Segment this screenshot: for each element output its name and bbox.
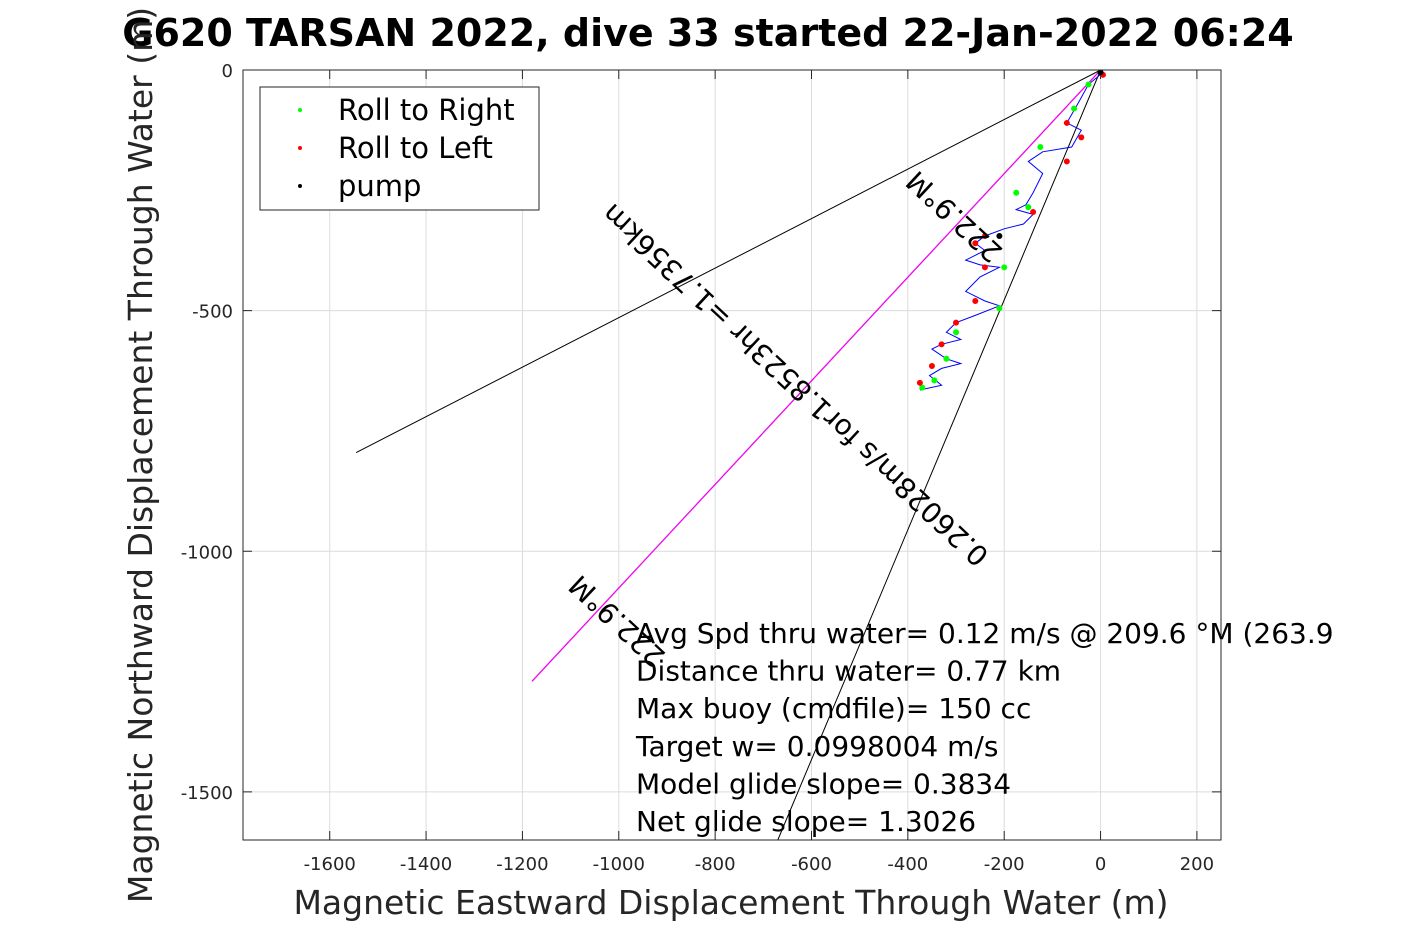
dive-track-line: [919, 72, 1104, 391]
x-tick-label: -1200: [496, 854, 548, 875]
x-axis-label: Magnetic Eastward Displacement Through W…: [293, 883, 1168, 922]
legend-marker: [298, 146, 302, 150]
annotation-line: Target w= 0.0998004 m/s: [635, 730, 998, 763]
y-tick-label: -1500: [181, 783, 233, 804]
x-tick-label: -800: [695, 854, 736, 875]
legend-marker: [298, 184, 302, 188]
annotation-line: Max buoy (cmdfile)= 150 cc: [636, 692, 1031, 725]
annotation-line: Distance thru water= 0.77 km: [636, 655, 1061, 688]
x-tick-label: -200: [984, 854, 1025, 875]
tick-labels: -1600 -1400 -1200 -1000 -800 -600 -400 -200 0 200…: [181, 61, 1214, 875]
roll-left-point: [916, 379, 923, 386]
roll-right-point: [1037, 144, 1044, 150]
legend-box: [259, 86, 540, 211]
annotation-line: Net glide slope= 1.3026: [636, 805, 976, 838]
annotation-line: Avg Spd thru water= 0.12 m/s @ 209.6 °M …: [636, 617, 1334, 650]
roll-right-point: [1085, 81, 1092, 88]
y-tick-label: -500: [192, 302, 233, 323]
roll-left-point: [972, 298, 979, 304]
reference-line: [777, 70, 1102, 840]
roll-right-point: [1025, 204, 1032, 211]
reference-line: [531, 70, 1102, 682]
grid-lines: [243, 69, 1221, 840]
roll-left-point: [981, 264, 988, 271]
y-tick-label: 0: [222, 61, 233, 82]
chart-title: G620 TARSAN 2022, dive 33 started 22-Jan…: [122, 11, 1293, 55]
axes-box: [242, 69, 1222, 841]
y-axis-label: Magnetic Northward Displacement Through …: [121, 7, 160, 903]
roll-right-point: [931, 377, 938, 384]
roll-left-point: [938, 341, 945, 348]
legend-label: pump: [338, 169, 421, 203]
legend: Roll to Right Roll to Left pump: [259, 86, 540, 211]
roll-left-point: [928, 362, 935, 369]
x-tick-label: -400: [887, 854, 928, 875]
pump-point: [1097, 70, 1104, 76]
roll-left-point: [972, 240, 979, 247]
y-tick-label: -1000: [181, 542, 233, 563]
legend-marker: [298, 108, 302, 112]
clipped-series: [355, 70, 1106, 840]
x-tick-label: -1400: [400, 854, 452, 875]
roll-left-point: [1078, 134, 1085, 141]
x-tick-label: -1000: [593, 854, 645, 875]
x-tick-label: -1600: [304, 854, 356, 875]
x-tick-label: 0: [1095, 854, 1106, 875]
roll-right-point: [943, 355, 950, 362]
legend-label: Roll to Right: [338, 93, 515, 127]
legend-label: Roll to Left: [338, 131, 493, 165]
roll-right-point: [996, 305, 1003, 312]
roll-right-point: [953, 329, 960, 336]
x-tick-label: 200: [1180, 854, 1214, 875]
roll-left-point: [1063, 158, 1070, 165]
roll-right-point: [919, 384, 926, 391]
roll-left-point: [953, 319, 960, 326]
roll-right-point: [1001, 264, 1008, 271]
roll-left-point: [981, 233, 988, 240]
roll-left-point: [1063, 119, 1070, 126]
roll-right-point: [1071, 105, 1078, 112]
roll-left-point: [1030, 208, 1037, 215]
reference-line: [355, 70, 1101, 454]
annotation-line: Model glide slope= 0.3834: [636, 767, 1011, 800]
pump-point: [996, 233, 1003, 240]
x-tick-label: -600: [791, 854, 832, 875]
plot-frame: [242, 69, 1222, 841]
roll-right-point: [1013, 189, 1020, 196]
annotation-block: Avg Spd thru water= 0.12 m/s @ 209.6 °M …: [635, 617, 1334, 838]
